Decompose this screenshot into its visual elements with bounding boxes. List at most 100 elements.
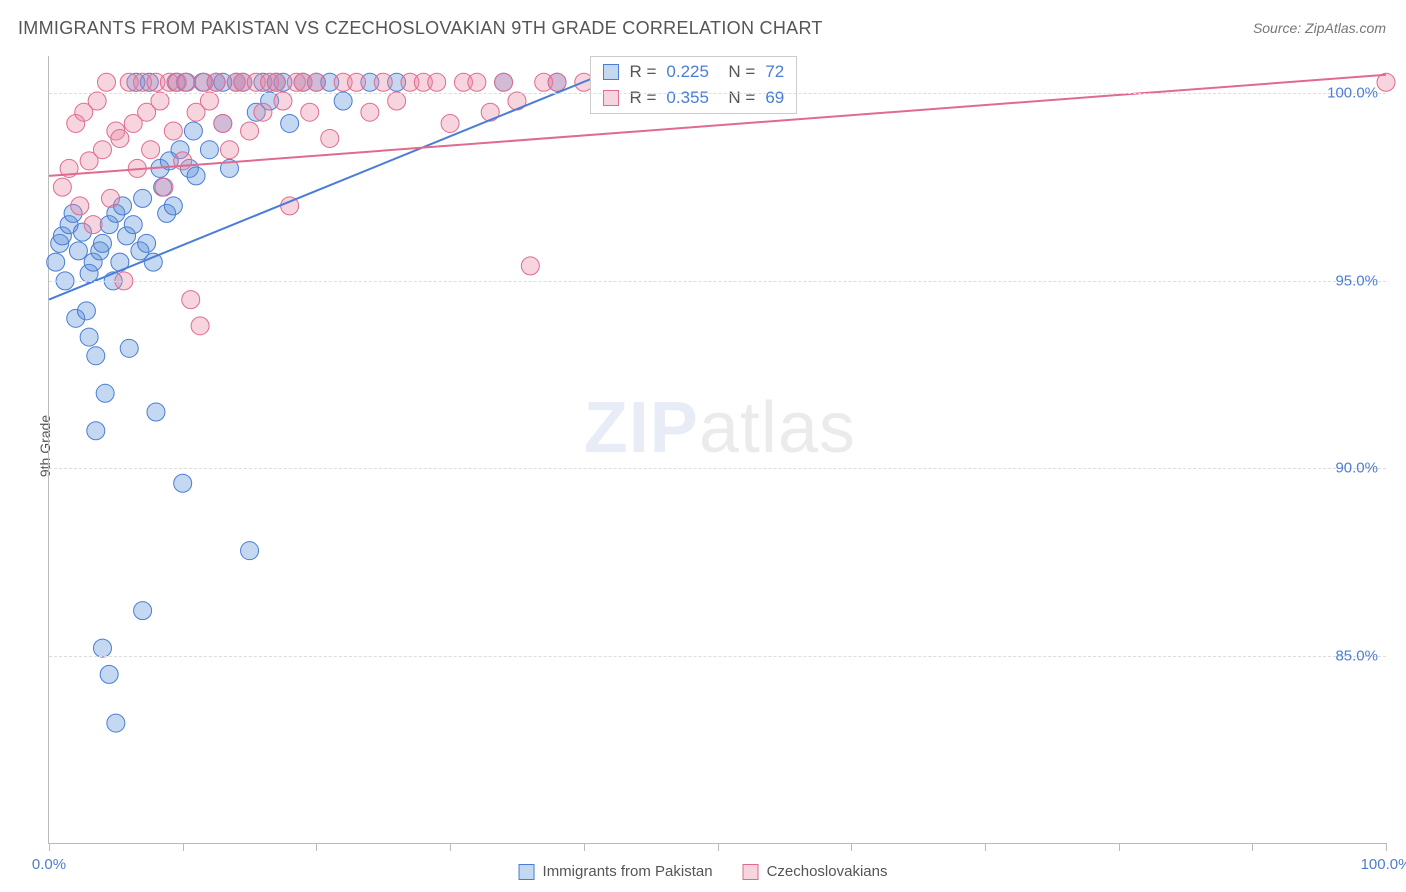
y-tick-label: 95.0%	[1335, 272, 1378, 289]
data-point	[334, 92, 352, 110]
data-point	[200, 92, 218, 110]
data-point	[281, 114, 299, 132]
stats-n-label: N =	[719, 62, 755, 82]
x-tick	[183, 843, 184, 851]
data-point	[120, 339, 138, 357]
data-point	[321, 129, 339, 147]
data-point	[187, 167, 205, 185]
data-point	[111, 129, 129, 147]
data-point	[93, 639, 111, 657]
y-tick-label: 90.0%	[1335, 460, 1378, 477]
y-tick-label: 85.0%	[1335, 647, 1378, 664]
data-point	[207, 73, 225, 91]
stats-r-value: 0.225	[666, 62, 709, 82]
data-point	[274, 92, 292, 110]
x-tick	[1119, 843, 1120, 851]
data-point	[47, 253, 65, 271]
data-point	[374, 73, 392, 91]
data-point	[241, 122, 259, 140]
data-point	[87, 347, 105, 365]
x-tick	[1252, 843, 1253, 851]
data-point	[548, 73, 566, 91]
data-point	[178, 73, 196, 91]
x-tick	[316, 843, 317, 851]
data-point	[93, 234, 111, 252]
gridline	[49, 93, 1386, 94]
data-point	[151, 92, 169, 110]
stats-n-label: N =	[719, 88, 755, 108]
legend: Immigrants from Pakistan Czechoslovakians	[519, 863, 888, 880]
legend-swatch	[519, 864, 535, 880]
stats-row: R = 0.355 N = 69	[591, 85, 796, 111]
data-point	[495, 73, 513, 91]
data-point	[80, 328, 98, 346]
chart-svg	[49, 56, 1386, 843]
legend-label: Czechoslovakians	[767, 863, 888, 880]
x-tick-label: 0.0%	[32, 856, 66, 873]
chart-title: IMMIGRANTS FROM PAKISTAN VS CZECHOSLOVAK…	[18, 18, 823, 39]
data-point	[84, 216, 102, 234]
data-point	[182, 291, 200, 309]
data-point	[388, 92, 406, 110]
data-point	[441, 114, 459, 132]
data-point	[214, 114, 232, 132]
data-point	[164, 122, 182, 140]
chart-source: Source: ZipAtlas.com	[1253, 20, 1386, 36]
gridline	[49, 281, 1386, 282]
data-point	[361, 103, 379, 121]
legend-item: Czechoslovakians	[743, 863, 888, 880]
stats-r-value: 0.355	[666, 88, 709, 108]
data-point	[53, 178, 71, 196]
data-point	[174, 474, 192, 492]
legend-label: Immigrants from Pakistan	[543, 863, 713, 880]
stats-n-value: 72	[765, 62, 784, 82]
legend-item: Immigrants from Pakistan	[519, 863, 713, 880]
data-point	[267, 73, 285, 91]
x-tick	[584, 843, 585, 851]
x-tick	[1386, 843, 1387, 851]
data-point	[468, 73, 486, 91]
stats-n-value: 69	[765, 88, 784, 108]
data-point	[69, 242, 87, 260]
data-point	[107, 714, 125, 732]
data-point	[77, 302, 95, 320]
stats-r-label: R =	[629, 62, 656, 82]
x-tick-label: 100.0%	[1361, 856, 1406, 873]
data-point	[241, 542, 259, 560]
data-point	[164, 197, 182, 215]
gridline	[49, 656, 1386, 657]
data-point	[96, 384, 114, 402]
stats-box: R = 0.225 N = 72R = 0.355 N = 69	[590, 56, 797, 114]
data-point	[97, 73, 115, 91]
y-tick-label: 100.0%	[1327, 85, 1378, 102]
data-point	[521, 257, 539, 275]
data-point	[428, 73, 446, 91]
x-tick	[851, 843, 852, 851]
data-point	[87, 422, 105, 440]
data-point	[220, 141, 238, 159]
x-tick	[985, 843, 986, 851]
data-point	[144, 253, 162, 271]
data-point	[71, 197, 89, 215]
data-point	[124, 216, 142, 234]
data-point	[184, 122, 202, 140]
x-tick	[450, 843, 451, 851]
data-point	[307, 73, 325, 91]
data-point	[191, 317, 209, 335]
data-point	[147, 403, 165, 421]
data-point	[254, 103, 272, 121]
stats-row: R = 0.225 N = 72	[591, 59, 796, 85]
data-point	[88, 92, 106, 110]
gridline	[49, 468, 1386, 469]
data-point	[138, 234, 156, 252]
x-tick	[718, 843, 719, 851]
data-point	[93, 141, 111, 159]
series-swatch	[603, 90, 619, 106]
data-point	[200, 141, 218, 159]
legend-swatch	[743, 864, 759, 880]
data-point	[481, 103, 499, 121]
data-point	[301, 103, 319, 121]
scatter-plot: ZIPatlas R = 0.225 N = 72R = 0.355 N = 6…	[48, 56, 1386, 844]
stats-r-label: R =	[629, 88, 656, 108]
data-point	[142, 141, 160, 159]
